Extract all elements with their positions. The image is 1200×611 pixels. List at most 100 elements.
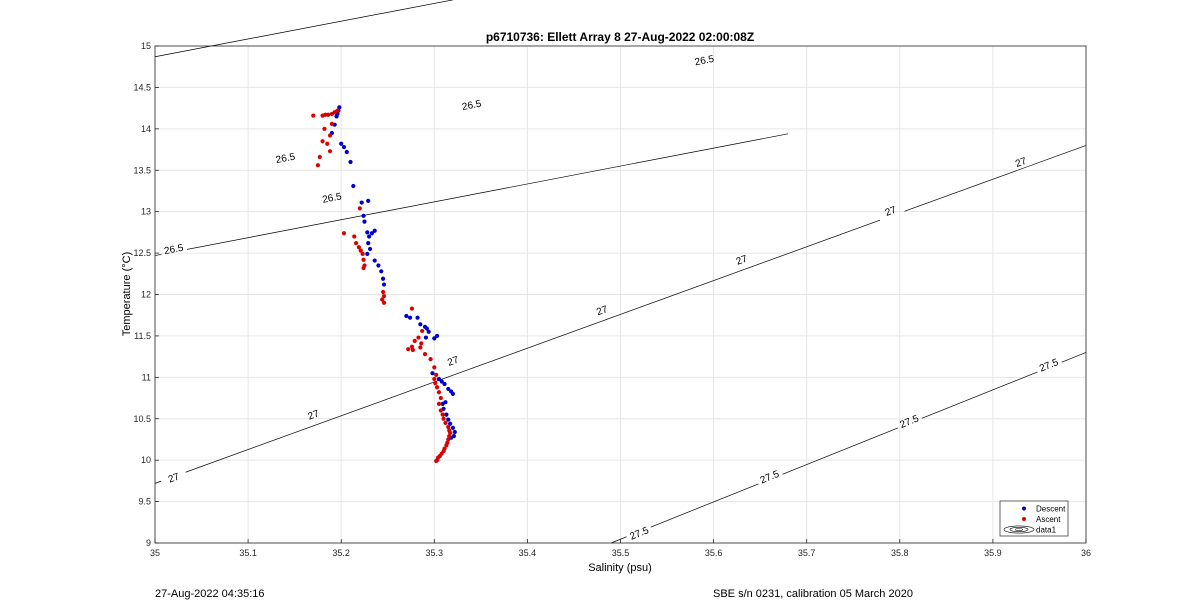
contour-line-27 (154, 145, 1087, 484)
descent-point (439, 379, 444, 384)
contour-label: 26.5 (163, 243, 185, 258)
x-tick-label: 35.7 (798, 548, 816, 558)
ascent-point (320, 139, 325, 144)
descent-point (444, 412, 449, 417)
contour-label: 27 (595, 304, 610, 318)
descent-point (367, 234, 372, 239)
descent-point (366, 198, 371, 203)
y-tick-label: 12 (141, 290, 151, 300)
legend-contour-label: data1 (1036, 526, 1057, 535)
descent-point (415, 315, 420, 320)
ascent-point (353, 241, 359, 246)
y-tick-label: 13 (141, 207, 151, 217)
x-tick-label: 35.9 (984, 548, 1002, 558)
contour-line-26.5 (154, 0, 455, 58)
descent-point (372, 228, 377, 233)
x-tick-label: 35.8 (891, 548, 909, 558)
descent-point (404, 313, 409, 319)
descent-point (341, 144, 347, 150)
descent-point (372, 258, 377, 263)
descent-point (442, 381, 447, 387)
descent-point (450, 391, 456, 396)
descent-point (344, 149, 349, 155)
descent-point (362, 219, 367, 224)
ascent-point (440, 412, 445, 417)
descent-point (448, 421, 453, 426)
ascent-point (327, 133, 333, 138)
descent-point (407, 315, 413, 320)
descent-point (381, 282, 387, 287)
contour-label: 26.5 (461, 98, 483, 113)
descent-point (418, 322, 423, 327)
ascent-point (444, 443, 449, 448)
ascent-point (381, 294, 387, 299)
ascent-point (428, 357, 433, 362)
ascent-point (432, 365, 437, 370)
ascent-point (438, 408, 443, 413)
density-contours: 26.526.526.526.526.52727272727272727.527… (154, 0, 1087, 544)
y-tick-label: 9.5 (138, 497, 151, 507)
x-tick-label: 35.1 (239, 548, 257, 558)
ascent-point (436, 401, 442, 406)
ascent-point (317, 154, 322, 160)
ascent-point (447, 434, 452, 439)
descent-point (440, 401, 445, 406)
y-tick-label: 14 (141, 124, 151, 134)
x-tick-label: 35.6 (705, 548, 723, 558)
contour-line-26.5 (154, 133, 789, 256)
descent-point (446, 386, 451, 392)
ascent-point (361, 257, 366, 262)
ascent-point (434, 385, 440, 390)
y-tick-label: 9 (146, 538, 151, 548)
ascent-point (412, 338, 417, 343)
descent-point (339, 141, 344, 146)
ascent-point (341, 231, 347, 236)
x-tick-label: 35.2 (332, 548, 350, 558)
contour-line-27.5 (611, 352, 1087, 544)
descent-point (361, 213, 366, 218)
ascent-point (432, 376, 437, 382)
ascent-point (326, 112, 331, 117)
descent-point (380, 276, 386, 281)
chart-title: p6710736: Ellett Array 8 27-Aug-2022 02:… (486, 30, 754, 44)
x-tick-label: 36 (1081, 548, 1091, 558)
x-axis-ticks: 35 35.1 35.2 35.3 35.4 35.5 35.6 35.7 35.8 35.9 36 (150, 539, 1091, 558)
ascent-point (419, 341, 424, 346)
ascent-point (416, 335, 421, 340)
descent-point (334, 114, 339, 119)
ascent-point (311, 113, 316, 118)
ascent-point (352, 234, 357, 239)
contour-label: 26.5 (321, 191, 343, 206)
contour-label: 27 (1014, 156, 1029, 170)
ascent-point (356, 245, 361, 250)
ascent-point (325, 141, 330, 146)
ascent-point (418, 345, 423, 350)
descent-point (432, 336, 437, 341)
descent-point (446, 417, 451, 422)
ascent-point (406, 347, 411, 352)
contour-label: 27 (167, 471, 182, 485)
legend-contour-icon (1003, 525, 1035, 534)
ascent-point (441, 416, 446, 421)
legend-descent-marker (1022, 506, 1026, 511)
descent-point (430, 371, 435, 376)
ascent-point (446, 437, 451, 442)
ascent-point (422, 352, 428, 357)
descent-point (365, 251, 370, 257)
ascent-point (436, 390, 442, 395)
ascent-point (327, 149, 333, 154)
y-tick-label: 11.5 (134, 331, 151, 341)
ascent-point (357, 206, 362, 211)
descent-point (359, 200, 364, 205)
contour-label: 27 (307, 408, 322, 422)
ascent-point (329, 121, 334, 126)
ascent-point (438, 395, 443, 401)
footer-calibration: SBE s/n 0231, calibration 05 March 2020 (713, 588, 913, 600)
legend: Descent Ascent data1 (999, 500, 1069, 537)
ascent-point (433, 381, 438, 386)
descent-point (426, 329, 431, 334)
descent-point (423, 335, 429, 340)
ascent-point (381, 300, 387, 305)
descent-point (365, 230, 370, 235)
